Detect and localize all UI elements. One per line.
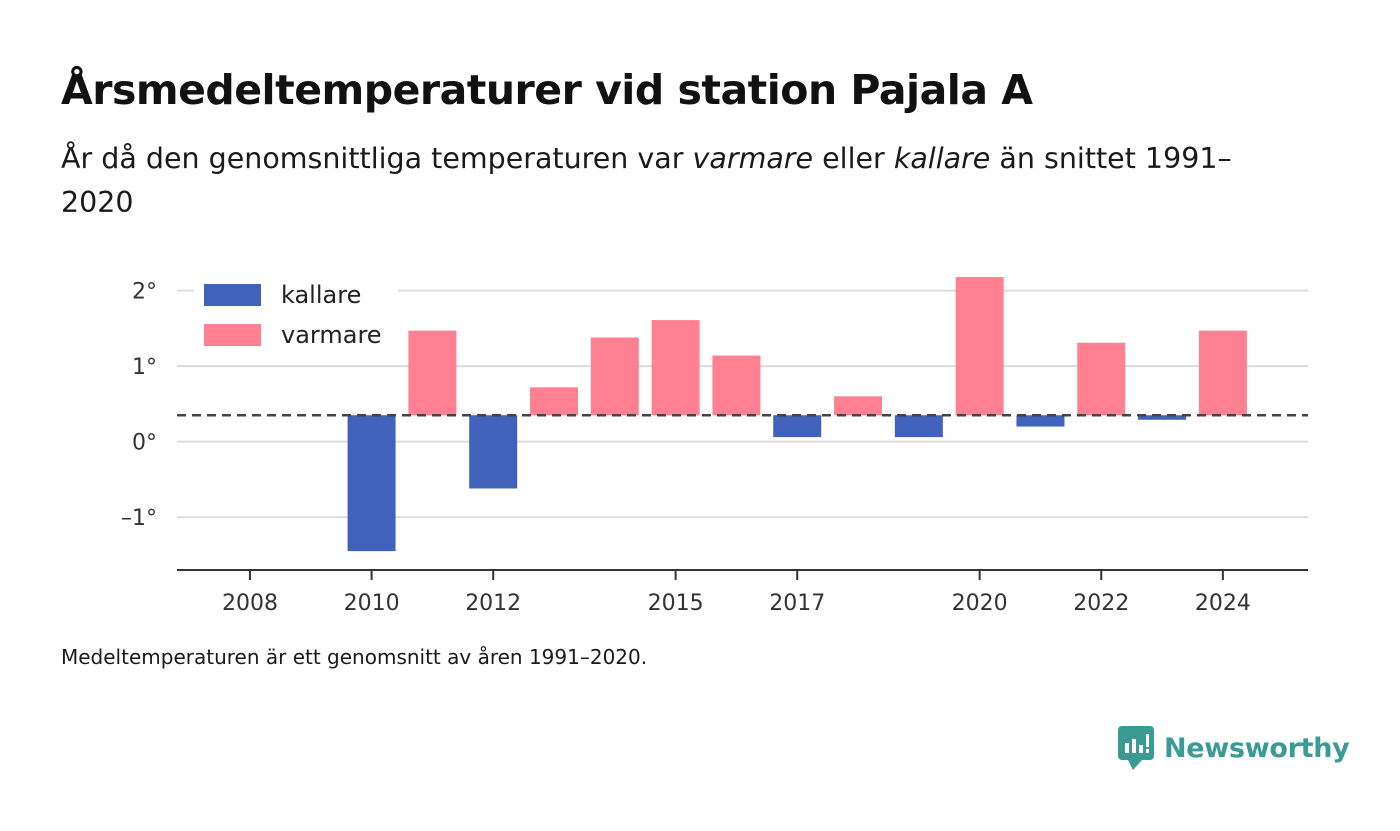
subtitle-text: än snittet 1991–2020: [61, 142, 1232, 219]
bar-varmare: [955, 277, 1004, 416]
legend-swatch-kallare: [204, 284, 261, 306]
brand-name: Newsworthy: [1164, 732, 1350, 764]
bar-kallare: [469, 415, 518, 489]
x-tick-label: 2010: [344, 591, 400, 616]
legend-label-kallare: kallare: [281, 281, 361, 309]
x-tick-label: 2015: [648, 591, 704, 616]
chart-title: Årsmedeltemperaturer vid station Pajala …: [61, 66, 1033, 114]
newsworthy-logo-icon: [1118, 726, 1154, 770]
subtitle-warmer-word: varmare: [692, 142, 814, 175]
x-tick-label: 2008: [222, 591, 278, 616]
bar-kallare: [894, 415, 943, 438]
bar-varmare: [651, 320, 700, 416]
bar-varmare: [1198, 330, 1247, 416]
bar-varmare: [712, 355, 761, 416]
subtitle-colder-word: kallare: [893, 142, 991, 175]
legend: kallare varmare: [194, 270, 398, 356]
subtitle-text: År då den genomsnittliga temperaturen va…: [61, 142, 693, 175]
y-tick-label: 2°: [132, 280, 157, 305]
chart-subtitle: År då den genomsnittliga temperaturen va…: [61, 137, 1291, 225]
y-tick-label: 0°: [132, 431, 157, 456]
bar-varmare: [408, 330, 457, 416]
x-tick-label: 2012: [465, 591, 521, 616]
bar-kallare: [773, 415, 822, 438]
legend-label-varmare: varmare: [281, 321, 382, 349]
bar-varmare: [834, 396, 883, 416]
bar-kallare: [347, 415, 396, 552]
footnote: Medeltemperaturen är ett genomsnitt av å…: [61, 645, 648, 669]
y-tick-labels: 2° 1° 0° –1°: [121, 280, 157, 532]
bar-varmare: [590, 337, 639, 416]
x-tick-label: 2024: [1195, 591, 1251, 616]
y-tick-label: 1°: [132, 355, 157, 380]
x-tick-label: 2017: [769, 591, 825, 616]
x-tick-label: 2022: [1073, 591, 1129, 616]
bar-varmare: [530, 387, 578, 416]
y-tick-label: –1°: [121, 506, 157, 531]
x-tick-label: 2020: [952, 591, 1008, 616]
bar-kallare: [1016, 415, 1065, 427]
legend-swatch-varmare: [204, 324, 261, 346]
bars: [347, 277, 1247, 552]
brand-logo: Newsworthy: [1118, 726, 1350, 770]
bar-kallare: [1138, 415, 1187, 420]
x-axis: 2008 2010 2012 2015 2017 2020 2022 2024: [177, 569, 1308, 616]
bar-varmare: [1077, 342, 1126, 416]
subtitle-text: eller: [813, 142, 894, 175]
